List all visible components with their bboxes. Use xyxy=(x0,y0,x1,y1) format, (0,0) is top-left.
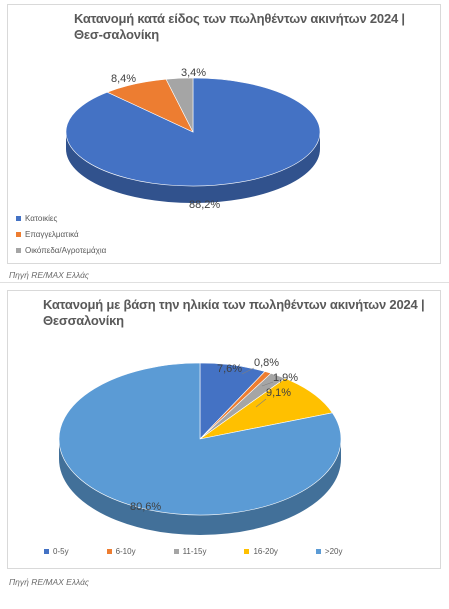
chart-title-type: Κατανομή κατά είδος των πωληθέντων ακινή… xyxy=(74,11,405,42)
legend-item: Επαγγελματικά xyxy=(16,226,106,242)
pie-slice-16-20y xyxy=(199,378,333,440)
legend-label: 11-15y xyxy=(182,547,207,556)
pie-chart-type: 88,2% 8,4% 3,4% xyxy=(65,67,321,211)
legend-swatch xyxy=(315,549,321,554)
legend-label: 6-10y xyxy=(115,547,136,556)
legend-item: Κατοικίες xyxy=(16,210,106,226)
data-label: 7,6% xyxy=(217,363,242,375)
pie-slice-Οικόπεδα/Αγροτεμάχια xyxy=(165,77,194,133)
legend-swatch xyxy=(106,549,112,554)
pie-slice-side xyxy=(66,132,320,203)
legend-age: 0-5y 6-10y 11-15y 16-20y >20y xyxy=(44,547,381,556)
legend-item: >20y xyxy=(315,547,343,556)
legend-label: Κατοικίες xyxy=(25,213,58,223)
chart-title-age: Κατανομή με βάση την ηλικία των πωληθέντ… xyxy=(43,297,425,328)
pie-slice-side xyxy=(59,439,341,535)
source-note: Πηγή RE/MAX Ελλάς xyxy=(9,577,90,587)
chart-panel-type: Κατανομή κατά είδος των πωληθέντων ακινή… xyxy=(7,4,441,264)
data-label: 80,6% xyxy=(130,501,161,513)
data-label: 0,8% xyxy=(254,357,279,369)
legend-item: 16-20y xyxy=(244,547,278,556)
legend-swatch xyxy=(173,549,179,554)
legend-item: 6-10y xyxy=(106,547,136,556)
legend-label: Οικόπεδα/Αγροτεμάχια xyxy=(25,245,107,255)
data-label: 9,1% xyxy=(266,387,291,399)
legend-swatch xyxy=(16,247,21,253)
pie-slice->20y xyxy=(58,362,342,516)
label-leader-line xyxy=(261,381,274,387)
label-leader-line xyxy=(255,398,267,408)
pie-chart-age: 7,6% 0,8% 1,9% 9,1% 80,6% xyxy=(58,357,342,535)
legend-item: 0-5y xyxy=(44,547,69,556)
legend-swatch xyxy=(16,231,21,237)
legend-swatch xyxy=(16,215,21,221)
data-label: 1,9% xyxy=(273,372,298,384)
legend-label: Επαγγελματικά xyxy=(25,229,79,239)
label-leader-line xyxy=(241,367,255,375)
legend-label: 16-20y xyxy=(253,547,278,556)
legend-type: Κατοικίες Επαγγελματικά Οικόπεδα/Αγροτεμ… xyxy=(16,210,106,258)
data-label: 88,2% xyxy=(189,199,220,211)
source-note: Πηγή RE/MAX Ελλάς xyxy=(9,270,90,280)
legend-label: >20y xyxy=(324,547,343,556)
legend-swatch xyxy=(44,549,49,554)
data-label: 8,4% xyxy=(111,73,136,85)
legend-item: Οικόπεδα/Αγροτεμάχια xyxy=(16,242,106,258)
legend-label: 0-5y xyxy=(53,547,69,556)
pie-slice-Κατοικίες xyxy=(65,77,321,187)
divider xyxy=(0,282,449,283)
data-label: 3,4% xyxy=(181,67,206,79)
legend-swatch xyxy=(244,549,250,554)
legend-item: 11-15y xyxy=(173,547,207,556)
chart-panel-age: Κατανομή με βάση την ηλικία των πωληθέντ… xyxy=(7,290,441,569)
